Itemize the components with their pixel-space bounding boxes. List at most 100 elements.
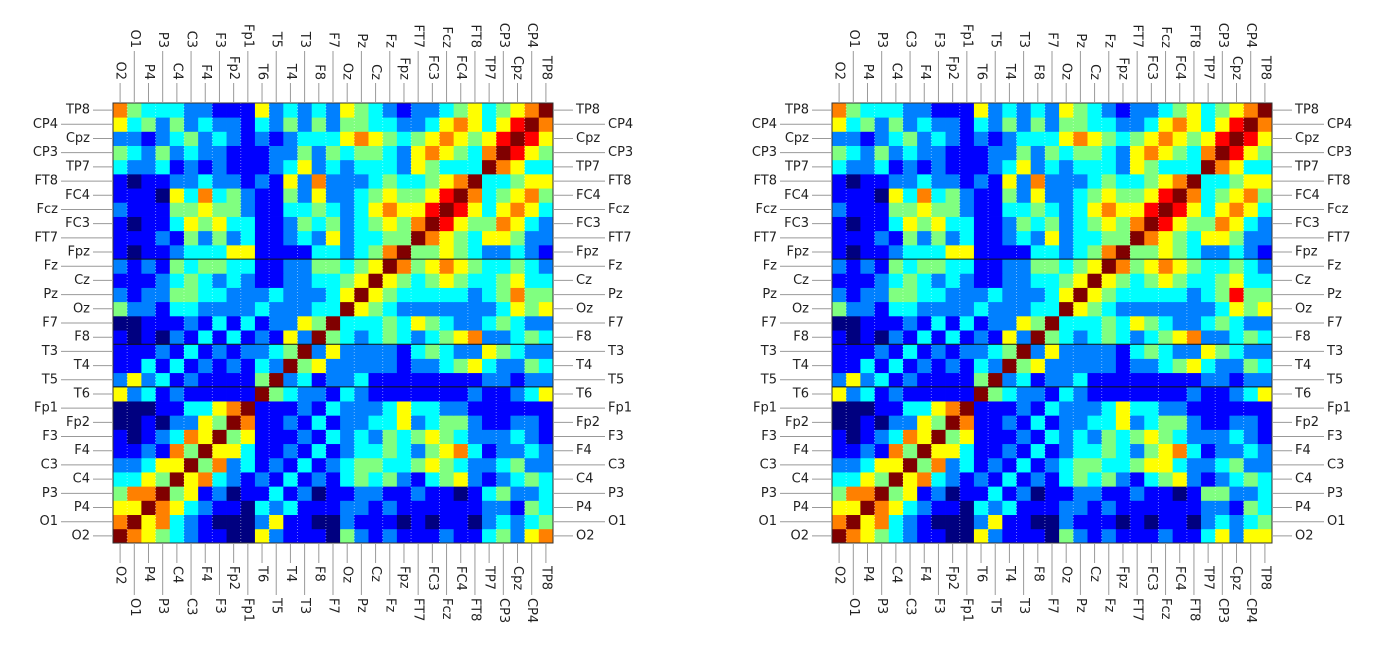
column-label: Fz <box>382 34 397 48</box>
cell <box>368 457 384 473</box>
row-label: T3 <box>1326 344 1343 359</box>
cell <box>1087 287 1103 303</box>
column-label: Fp2 <box>945 566 960 590</box>
cell <box>269 301 284 317</box>
cell <box>1158 386 1174 402</box>
cell <box>945 472 961 487</box>
cell <box>524 159 540 175</box>
cell <box>354 188 369 203</box>
cell <box>453 372 469 388</box>
cell <box>283 216 298 232</box>
cell <box>411 216 426 232</box>
row-label: P4 <box>74 500 90 515</box>
cell <box>1186 145 1202 161</box>
cell <box>917 500 932 516</box>
cell <box>155 259 171 274</box>
cell <box>368 344 384 359</box>
row-label: F7 <box>42 316 58 331</box>
cell <box>888 145 904 161</box>
cell <box>1115 514 1131 530</box>
cell <box>396 415 412 430</box>
cell <box>973 372 989 388</box>
cell <box>254 216 270 232</box>
cell <box>254 386 270 402</box>
cell <box>183 500 199 516</box>
cell <box>482 273 497 288</box>
cell <box>113 344 128 359</box>
column-label: TP7 <box>1201 565 1216 590</box>
cell <box>1257 230 1273 246</box>
row-label: CP3 <box>33 145 58 160</box>
cell <box>240 103 256 118</box>
column-label: TP8 <box>538 565 553 590</box>
cell <box>973 301 989 317</box>
cell <box>1144 287 1159 303</box>
cell <box>1229 244 1245 260</box>
cell <box>1215 472 1230 487</box>
cell <box>254 330 270 345</box>
cell <box>973 528 989 544</box>
cell <box>425 472 440 487</box>
cell <box>1002 443 1017 459</box>
cell <box>198 500 213 516</box>
cell <box>226 528 242 544</box>
cell <box>1073 131 1088 146</box>
cell <box>1101 372 1117 388</box>
cell <box>141 273 156 288</box>
cell <box>888 117 904 132</box>
cell <box>931 372 946 388</box>
cell <box>1229 429 1245 445</box>
cell <box>1073 344 1088 359</box>
cell <box>1059 358 1074 374</box>
cell <box>1030 259 1046 274</box>
cell <box>1229 259 1245 274</box>
row-label: FC3 <box>1295 216 1320 231</box>
cell <box>1016 202 1032 217</box>
column-label: FC4 <box>453 566 468 591</box>
cell <box>198 330 213 345</box>
cell <box>411 287 426 303</box>
cell <box>902 386 918 402</box>
cell <box>482 386 497 402</box>
cell <box>1030 514 1046 530</box>
cell <box>1186 358 1202 374</box>
row-label: Fpz <box>786 245 809 260</box>
cell <box>1172 287 1188 303</box>
cell <box>183 188 199 203</box>
cell <box>1073 103 1088 118</box>
cell <box>1257 173 1273 189</box>
cell <box>496 514 511 530</box>
cell <box>1172 202 1188 217</box>
cell <box>297 145 313 161</box>
row-label: T5 <box>41 372 58 387</box>
cell <box>888 528 904 544</box>
cell <box>874 103 890 118</box>
cell <box>183 244 199 260</box>
cell <box>169 159 185 175</box>
cell <box>1002 131 1017 146</box>
cell <box>467 472 483 487</box>
cell <box>254 173 270 189</box>
cell <box>524 429 540 445</box>
cell <box>1144 259 1159 274</box>
cell <box>832 301 847 317</box>
column-label: Fpz <box>1115 566 1130 589</box>
cell <box>425 259 440 274</box>
cell <box>1030 386 1046 402</box>
cell <box>1201 216 1216 232</box>
cell <box>226 386 242 402</box>
cell <box>1130 315 1145 331</box>
cell <box>973 159 989 175</box>
cell <box>169 528 185 544</box>
row-label: F8 <box>576 330 592 345</box>
column-label: O1 <box>846 598 861 617</box>
cell <box>269 117 284 132</box>
cell <box>453 401 469 416</box>
cell <box>931 386 946 402</box>
cell <box>1087 202 1103 217</box>
cell <box>524 202 540 217</box>
cell <box>382 457 398 473</box>
cell <box>510 159 526 175</box>
cell <box>283 188 298 203</box>
cell <box>1144 216 1159 232</box>
